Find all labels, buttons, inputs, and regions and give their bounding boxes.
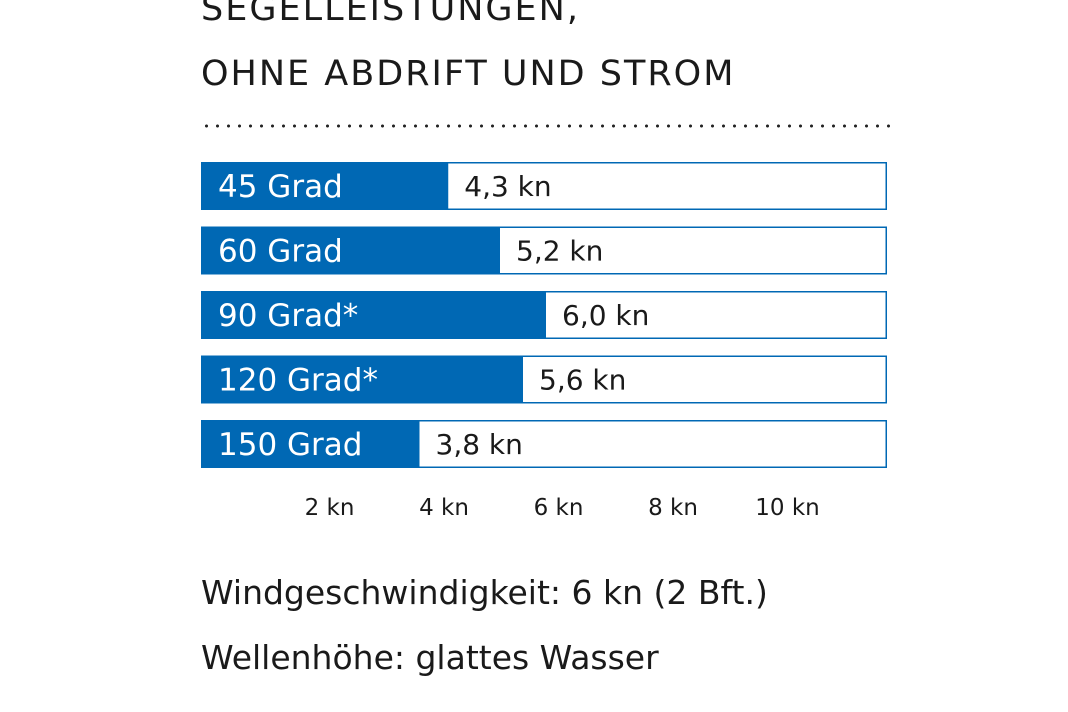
bar-category-label: 60 Grad xyxy=(218,234,343,270)
bar-category-label: 90 Grad* xyxy=(218,298,358,334)
bar xyxy=(201,162,449,210)
bar-category-label: 150 Grad xyxy=(218,427,362,463)
bar-value-label: 5,6 kn xyxy=(539,364,626,397)
bar-value-label: 3,8 kn xyxy=(436,428,523,461)
x-tick-label: 4 kn xyxy=(419,495,469,521)
bar-value-label: 4,3 kn xyxy=(464,170,551,203)
x-tick-label: 2 kn xyxy=(305,495,355,521)
bar-category-label: 120 Grad* xyxy=(218,363,378,399)
x-tick-label: 8 kn xyxy=(648,495,698,521)
bar xyxy=(201,420,420,468)
dotted-divider xyxy=(201,124,891,128)
bar-category-label: 45 Grad xyxy=(218,169,343,205)
bar-value-label: 6,0 kn xyxy=(562,299,649,332)
chart-title-line-2: OHNE ABDRIFT UND STROM xyxy=(201,54,736,94)
x-tick-label: 6 kn xyxy=(534,495,584,521)
bar xyxy=(201,355,523,404)
bar-value-label: 5,2 kn xyxy=(516,235,603,268)
bar xyxy=(201,291,546,339)
wind-speed-note: Windgeschwindigkeit: 6 kn (2 Bft.) xyxy=(201,573,768,612)
wave-height-note: Wellenhöhe: glattes Wasser xyxy=(201,638,659,677)
bar xyxy=(201,226,500,275)
x-tick-label: 10 kn xyxy=(755,495,819,521)
chart-title-line-1: SEGELLEISTUNGEN, xyxy=(201,0,580,29)
